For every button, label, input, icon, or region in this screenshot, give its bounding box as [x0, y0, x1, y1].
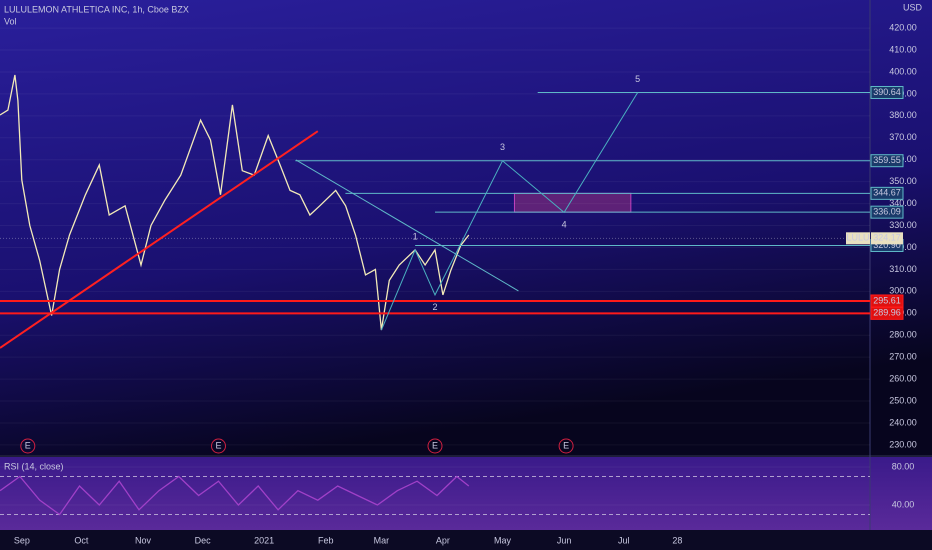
- trend-line: [0, 130, 319, 349]
- symbol-tag: [846, 232, 870, 245]
- y-tick-label: 230.00: [889, 439, 917, 449]
- event-label: E: [432, 440, 438, 450]
- vol-label: Vol: [4, 16, 17, 26]
- level-label: 289.96: [873, 308, 901, 318]
- wave-label: 5: [635, 74, 640, 84]
- level-label: 295.61: [873, 295, 901, 305]
- x-tick-label: Nov: [135, 535, 152, 545]
- x-tick-label: Dec: [195, 535, 212, 545]
- wave-path: [380, 92, 639, 331]
- currency: USD: [903, 2, 923, 12]
- y-tick-label: 340.00: [889, 198, 917, 208]
- last-tag: [871, 232, 903, 245]
- x-tick-label: Jun: [557, 535, 572, 545]
- event-marker: [558, 438, 574, 454]
- y-tick-label: 80.00: [892, 461, 915, 471]
- x-tick-label: 28: [672, 535, 682, 545]
- x-tick-label: Apr: [436, 535, 450, 545]
- y-tick-label: 350.00: [889, 176, 917, 186]
- y-tick-label: 280.00: [889, 330, 917, 340]
- time-axis: [0, 530, 932, 550]
- level-tag: [870, 85, 904, 99]
- event-marker: [427, 438, 443, 454]
- y-tick-label: 330.00: [889, 220, 917, 230]
- wave-label: 2: [432, 302, 437, 312]
- wave-label: 1: [413, 231, 418, 241]
- event-label: E: [563, 440, 569, 450]
- x-tick-label: Oct: [74, 535, 89, 545]
- target-box: [513, 192, 632, 213]
- y-tick-label: 40.00: [892, 499, 915, 509]
- wave-label: 4: [562, 220, 567, 230]
- trend-line: [295, 159, 519, 292]
- event-marker: [20, 438, 36, 454]
- price-pane: [0, 0, 932, 455]
- level-tag: [870, 154, 904, 168]
- series-line: [0, 475, 470, 516]
- level-label: 320.90: [873, 240, 901, 250]
- rsi-pane: [0, 457, 932, 530]
- level-label: 390.64: [873, 87, 901, 97]
- y-tick-label: 240.00: [889, 417, 917, 427]
- event-marker: [210, 438, 226, 454]
- wave-label: 3: [500, 142, 505, 152]
- y-tick-label: 260.00: [889, 373, 917, 383]
- symbol-label: LULU: [846, 233, 869, 243]
- y-tick-label: 420.00: [889, 22, 917, 32]
- y-tick-label: 270.00: [889, 352, 917, 362]
- y-tick-label: 300.00: [889, 286, 917, 296]
- y-tick-label: 400.00: [889, 66, 917, 76]
- y-tick-label: 410.00: [889, 44, 917, 54]
- y-tick-label: 370.00: [889, 132, 917, 142]
- level-tag: [870, 306, 904, 320]
- level-label: 344.67: [873, 188, 901, 198]
- x-tick-label: Sep: [14, 535, 30, 545]
- pane-title: RSI (14, close): [4, 461, 64, 471]
- title: LULULEMON ATHLETICA INC, 1h, Cboe BZX: [4, 4, 189, 14]
- last-value: 324.17: [873, 233, 901, 243]
- x-tick-label: 2021: [254, 535, 274, 545]
- y-tick-label: 310.00: [889, 264, 917, 274]
- level-tag: [870, 205, 904, 219]
- x-tick-label: Feb: [318, 535, 334, 545]
- event-label: E: [215, 440, 221, 450]
- level-label: 359.55: [873, 155, 901, 165]
- level-tag: [870, 186, 904, 200]
- level-label: 336.09: [873, 207, 901, 217]
- y-tick-label: 250.00: [889, 395, 917, 405]
- y-tick-label: 380.00: [889, 110, 917, 120]
- x-tick-label: May: [494, 535, 512, 545]
- x-tick-label: Mar: [374, 535, 390, 545]
- event-label: E: [25, 440, 31, 450]
- x-tick-label: Jul: [618, 535, 630, 545]
